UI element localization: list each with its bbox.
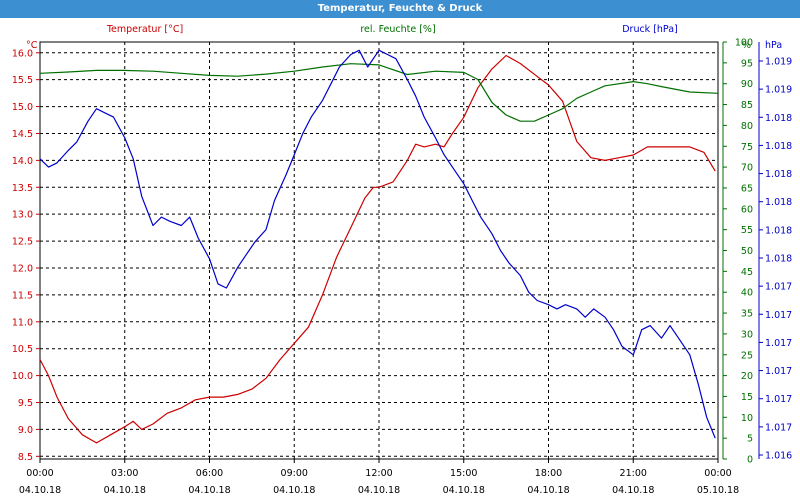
right2-tick-label: 1.018 xyxy=(765,113,792,124)
right2-tick-label: 1.017 xyxy=(765,394,792,405)
left-tick-label: 13.0 xyxy=(12,210,33,221)
right1-tick-label: 15 xyxy=(741,392,753,403)
x-tick-label-date: 04.10.18 xyxy=(612,485,654,496)
left-tick-label: 15.0 xyxy=(12,102,33,113)
right1-tick-label: 65 xyxy=(741,183,753,194)
right2-tick-label: 1.017 xyxy=(765,366,792,377)
left-axis-unit: °C xyxy=(26,40,38,51)
right2-tick-label: 1.018 xyxy=(765,254,792,265)
left-tick-label: 13.5 xyxy=(12,183,33,194)
left-tick-label: 12.5 xyxy=(12,237,33,248)
right1-tick-label: 30 xyxy=(741,329,753,340)
series-name-label: Druck [hPa] xyxy=(622,24,678,35)
series-lines xyxy=(39,49,719,444)
x-tick-label-time: 12:00 xyxy=(365,468,392,479)
left-tick-label: 10.5 xyxy=(12,344,33,355)
right1-tick-label: 40 xyxy=(741,288,753,299)
right2-tick-label: 1.017 xyxy=(765,310,792,321)
left-tick-label: 9.0 xyxy=(18,425,33,436)
x-tick-label-date: 04.10.18 xyxy=(443,485,485,496)
right1-tick-label: 25 xyxy=(741,350,753,361)
series-name-label: rel. Feuchte [%] xyxy=(360,24,435,35)
left-tick-label: 14.5 xyxy=(12,129,33,140)
series-name-label: Temperatur [°C] xyxy=(106,24,183,35)
right1-tick-label: 70 xyxy=(741,163,753,174)
left-tick-label: 16.0 xyxy=(12,48,33,59)
right1-tick-label: 50 xyxy=(741,246,753,257)
right1-tick-label: 60 xyxy=(741,204,753,215)
right2-tick-label: 1.017 xyxy=(765,282,792,293)
x-tick-label-time: 06:00 xyxy=(196,468,223,479)
x-tick-label-date: 04.10.18 xyxy=(19,485,61,496)
x-tick-label-date: 04.10.18 xyxy=(273,485,315,496)
x-tick-label-time: 09:00 xyxy=(281,468,308,479)
left-tick-label: 11.5 xyxy=(12,290,33,301)
right2-tick-label: 1.019 xyxy=(765,57,792,68)
right1-tick-label: 20 xyxy=(741,371,753,382)
right1-axis-unit: % xyxy=(742,40,751,51)
right1-tick-label: 95 xyxy=(741,58,753,69)
right1-tick-label: 35 xyxy=(741,309,753,320)
right1-tick-label: 80 xyxy=(741,121,753,132)
labels: 00:00 04.10.18 03:00 04.10.18 06:00 04.10.18 0… xyxy=(12,24,792,496)
axes xyxy=(36,41,763,463)
right1-tick-label: 55 xyxy=(741,225,753,236)
x-tick-label-date: 04.10.18 xyxy=(527,485,569,496)
left-tick-label: 9.5 xyxy=(18,398,33,409)
left-tick-label: 15.5 xyxy=(12,75,33,86)
x-tick-label-date: 04.10.18 xyxy=(358,485,400,496)
right1-tick-label: 100 xyxy=(735,38,753,49)
right2-axis-unit: hPa xyxy=(765,40,782,51)
series-line xyxy=(39,54,716,444)
right1-tick-label: 10 xyxy=(741,413,753,424)
left-tick-label: 14.0 xyxy=(12,156,33,167)
series-line xyxy=(39,63,719,122)
right2-tick-label: 1.018 xyxy=(765,141,792,152)
left-tick-label: 8.5 xyxy=(18,452,33,463)
window-title: Temperatur, Feuchte & Druck xyxy=(0,0,800,18)
right1-tick-label: 5 xyxy=(747,434,753,445)
right1-tick-label: 85 xyxy=(741,100,753,111)
right1-tick-label: 0 xyxy=(747,455,753,466)
plot-area xyxy=(39,41,719,460)
right2-tick-label: 1.019 xyxy=(765,85,792,96)
right2-tick-label: 1.016 xyxy=(765,451,792,462)
right2-tick-label: 1.017 xyxy=(765,422,792,433)
x-tick-label-time: 03:00 xyxy=(111,468,138,479)
right1-tick-label: 90 xyxy=(741,79,753,90)
line-chart: 00:00 04.10.18 03:00 04.10.18 06:00 04.10.18 0… xyxy=(12,24,792,496)
x-tick-label-date: 04.10.18 xyxy=(104,485,146,496)
right2-tick-label: 1.018 xyxy=(765,225,792,236)
x-tick-label-time: 00:00 xyxy=(26,468,53,479)
x-tick-label-date: 04.10.18 xyxy=(188,485,230,496)
right1-tick-label: 75 xyxy=(741,142,753,153)
x-tick-label-time: 18:00 xyxy=(535,468,562,479)
x-tick-label-time: 21:00 xyxy=(620,468,647,479)
x-tick-label-time: 15:00 xyxy=(450,468,477,479)
left-tick-label: 11.0 xyxy=(12,317,33,328)
right2-tick-label: 1.018 xyxy=(765,169,792,180)
left-tick-label: 10.0 xyxy=(12,371,33,382)
x-tick-label-time: 00:00 xyxy=(704,468,731,479)
right2-tick-label: 1.017 xyxy=(765,338,792,349)
left-tick-label: 12.0 xyxy=(12,263,33,274)
x-tick-label-date: 05.10.18 xyxy=(697,485,739,496)
right1-tick-label: 45 xyxy=(741,267,753,278)
series-line xyxy=(39,49,716,439)
right2-tick-label: 1.018 xyxy=(765,197,792,208)
plot-frame xyxy=(39,41,719,460)
